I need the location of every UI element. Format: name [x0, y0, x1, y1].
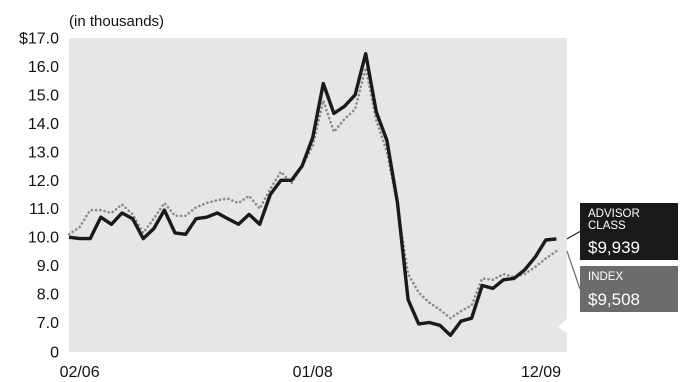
series-group [67, 51, 558, 337]
y-tick-label: 11.0 [29, 201, 59, 218]
y-tick-label: 7.0 [37, 315, 59, 332]
callout-series-name: INDEX [588, 271, 623, 283]
y-tick-label: 9.0 [37, 258, 59, 275]
y-tick-label: 13.0 [28, 144, 59, 161]
y-tick-label: 14.0 [28, 116, 59, 133]
y-tick-label: 12.0 [28, 173, 59, 190]
callout-end-value: $9,508 [588, 290, 640, 309]
y-tick-label: 16.0 [28, 59, 59, 76]
x-tick-label: 01/08 [293, 364, 333, 381]
callout-leader-line [566, 230, 581, 240]
callout-series-name: ADVISOR [588, 208, 640, 220]
callout-box [580, 203, 678, 260]
index-series-line [67, 66, 558, 320]
y-tick-label: 8.0 [37, 287, 59, 304]
x-tick-label: 02/06 [60, 364, 100, 381]
callout-series-name: CLASS [588, 220, 626, 232]
plot-background [69, 38, 567, 352]
x-tick-label: 12/09 [521, 364, 561, 381]
y-axis: 0 7.0 8.0 9.0 10.0 11.0 12.0 13.0 14.0 15.0 16.0 $1… [19, 31, 59, 362]
axis-break-marker [558, 318, 568, 334]
x-axis: 02/06 01/08 12/09 [60, 364, 562, 381]
y-tick-label: 10.0 [28, 230, 59, 247]
advisor-class-series-line [68, 51, 557, 337]
y-tick-label: 15.0 [28, 87, 59, 104]
index-callout: INDEX $9,508 [566, 250, 678, 312]
y-tick-label: $17.0 [19, 31, 59, 48]
callout-leader-line [566, 250, 581, 290]
callout-box [580, 266, 678, 312]
units-subtitle: (in thousands) [69, 13, 164, 30]
y-tick-label: 0 [50, 345, 59, 362]
callout-end-value: $9,939 [588, 238, 640, 257]
